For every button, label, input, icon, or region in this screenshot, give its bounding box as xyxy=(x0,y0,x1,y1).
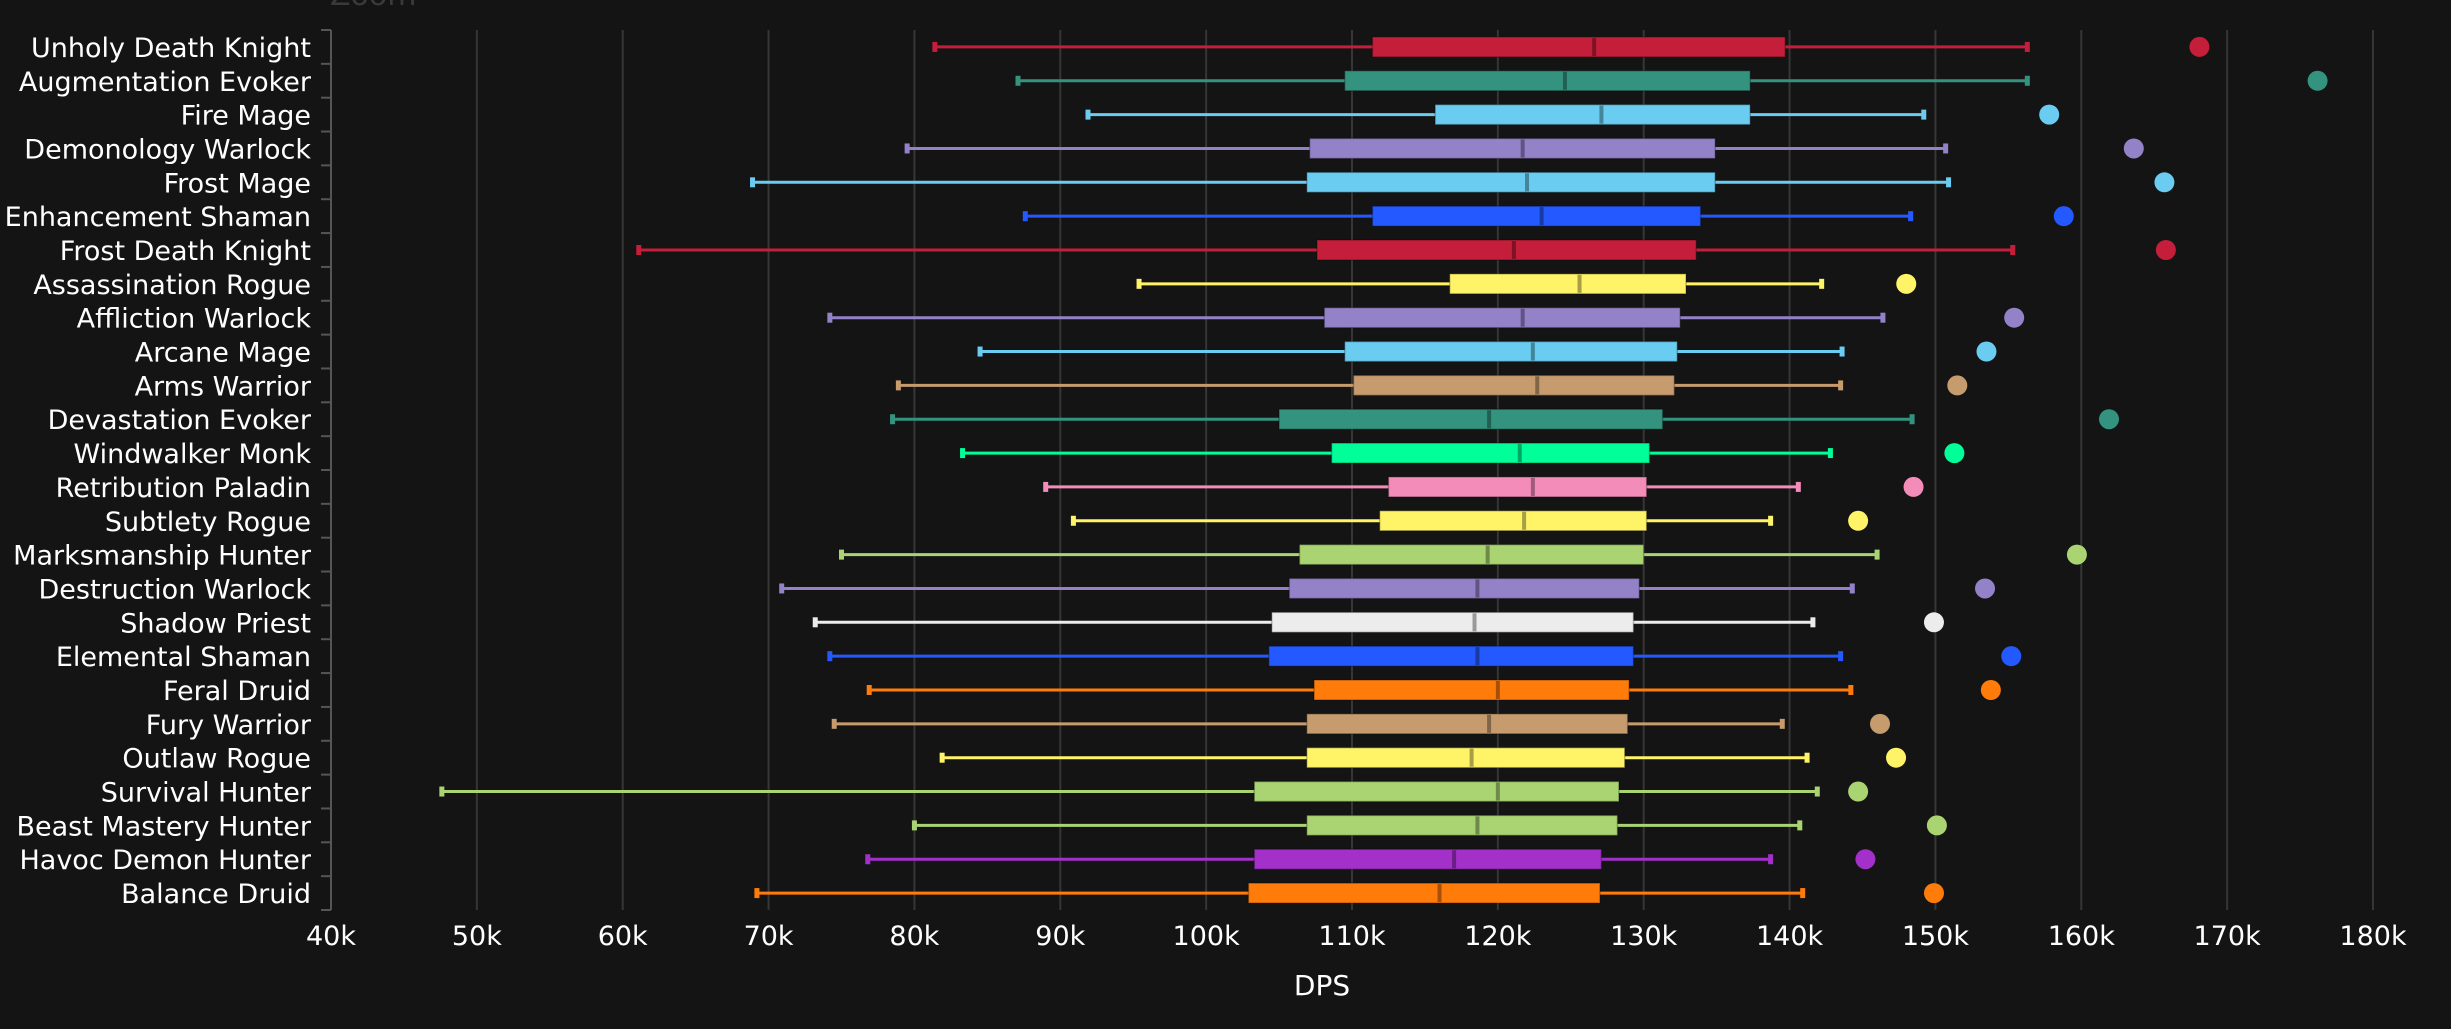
x-tick-label: 90k xyxy=(1035,921,1085,952)
x-axis-label: DPS xyxy=(1294,969,1350,1002)
category-label: Balance Druid xyxy=(121,879,311,910)
category-label: Fire Mage xyxy=(181,101,311,132)
x-tick-label: 130k xyxy=(1610,921,1678,952)
category-label: Arms Warrior xyxy=(135,371,312,402)
outlier-point[interactable] xyxy=(2004,307,2025,328)
outlier-point[interactable] xyxy=(1944,443,1965,464)
outlier-point[interactable] xyxy=(1923,612,1944,633)
category-label: Enhancement Shaman xyxy=(5,202,311,233)
outlier-point[interactable] xyxy=(1926,815,1947,836)
category-label: Windwalker Monk xyxy=(73,439,311,470)
outlier-point[interactable] xyxy=(2066,544,2087,565)
box[interactable] xyxy=(1387,476,1648,498)
category-label: Outlaw Rogue xyxy=(122,744,311,775)
x-tick-label: 50k xyxy=(452,921,502,952)
category-label: Subtlety Rogue xyxy=(105,507,311,538)
outlier-point[interactable] xyxy=(1886,747,1907,768)
x-tick-label: 100k xyxy=(1173,921,1241,952)
outlier-point[interactable] xyxy=(1870,713,1891,734)
box[interactable] xyxy=(1306,171,1716,194)
box[interactable] xyxy=(1306,814,1619,837)
box[interactable] xyxy=(1253,848,1603,870)
box[interactable] xyxy=(1378,510,1648,532)
category-label: Elemental Shaman xyxy=(56,642,311,673)
category-label: Beast Mastery Hunter xyxy=(16,811,311,842)
category-label: Marksmanship Hunter xyxy=(13,541,312,572)
category-label: Frost Death Knight xyxy=(60,236,311,267)
box[interactable] xyxy=(1306,746,1626,769)
outlier-point[interactable] xyxy=(1976,341,1997,362)
category-label: Retribution Paladin xyxy=(56,473,311,504)
category-label: Unholy Death Knight xyxy=(31,33,311,64)
box[interactable] xyxy=(1343,70,1751,92)
box[interactable] xyxy=(1323,306,1681,329)
box[interactable] xyxy=(1306,713,1629,735)
outlier-point[interactable] xyxy=(1848,510,1869,531)
outlier-point[interactable] xyxy=(2189,36,2210,57)
category-label: Arcane Mage xyxy=(135,338,311,369)
box[interactable] xyxy=(1352,374,1676,397)
box[interactable] xyxy=(1343,340,1679,363)
category-label: Augmentation Evoker xyxy=(19,67,312,98)
category-label: Survival Hunter xyxy=(101,778,312,809)
outlier-point[interactable] xyxy=(1855,849,1876,870)
outlier-point[interactable] xyxy=(2053,206,2074,227)
outlier-point[interactable] xyxy=(1923,883,1944,904)
category-label: Devastation Evoker xyxy=(48,405,312,436)
outlier-point[interactable] xyxy=(1848,781,1869,802)
category-label: Assassination Rogue xyxy=(33,270,311,301)
category-label: Destruction Warlock xyxy=(38,574,311,605)
outlier-point[interactable] xyxy=(2001,646,2022,667)
box[interactable] xyxy=(1271,611,1635,634)
outlier-point[interactable] xyxy=(1896,273,1917,294)
x-tick-label: 60k xyxy=(598,921,648,952)
x-tick-label: 150k xyxy=(1902,921,1970,952)
box[interactable] xyxy=(1448,273,1687,295)
category-label: Feral Druid xyxy=(163,676,311,707)
outlier-point[interactable] xyxy=(2155,240,2176,260)
box[interactable] xyxy=(1371,36,1786,58)
x-tick-label: 120k xyxy=(1464,921,1532,952)
outlier-point[interactable] xyxy=(2307,70,2328,91)
box[interactable] xyxy=(1313,679,1630,701)
zoom-label[interactable]: Zoom xyxy=(330,0,416,13)
outlier-point[interactable] xyxy=(2039,104,2060,125)
box[interactable] xyxy=(1330,442,1651,464)
outlier-point[interactable] xyxy=(1947,375,1968,396)
outlier-point[interactable] xyxy=(1980,680,2001,700)
box[interactable] xyxy=(1288,577,1641,600)
x-tick-label: 80k xyxy=(889,921,939,952)
x-tick-label: 180k xyxy=(2339,921,2407,952)
category-label: Demonology Warlock xyxy=(24,134,311,165)
box[interactable] xyxy=(1298,543,1645,566)
box[interactable] xyxy=(1434,103,1751,126)
outlier-point[interactable] xyxy=(1903,476,1924,497)
x-tick-label: 70k xyxy=(744,921,794,952)
x-tick-label: 170k xyxy=(2194,921,2262,952)
box[interactable] xyxy=(1308,137,1716,160)
category-label: Frost Mage xyxy=(164,168,311,199)
box[interactable] xyxy=(1268,645,1635,667)
category-label: Havoc Demon Hunter xyxy=(19,845,311,876)
category-label: Fury Warrior xyxy=(146,710,312,741)
x-tick-label: 40k xyxy=(306,921,356,952)
category-label: Shadow Priest xyxy=(120,608,311,639)
x-tick-label: 160k xyxy=(2048,921,2116,952)
outlier-point[interactable] xyxy=(2098,409,2119,430)
box[interactable] xyxy=(1316,239,1697,261)
x-tick-label: 110k xyxy=(1318,921,1386,952)
outlier-point[interactable] xyxy=(1975,578,1996,599)
outlier-point[interactable] xyxy=(2154,172,2175,193)
category-label: Affliction Warlock xyxy=(77,304,312,335)
box[interactable] xyxy=(1247,882,1601,904)
box[interactable] xyxy=(1371,205,1702,227)
box[interactable] xyxy=(1278,408,1664,430)
x-tick-label: 140k xyxy=(1756,921,1824,952)
outlier-point[interactable] xyxy=(2123,138,2144,159)
box[interactable] xyxy=(1253,780,1620,803)
